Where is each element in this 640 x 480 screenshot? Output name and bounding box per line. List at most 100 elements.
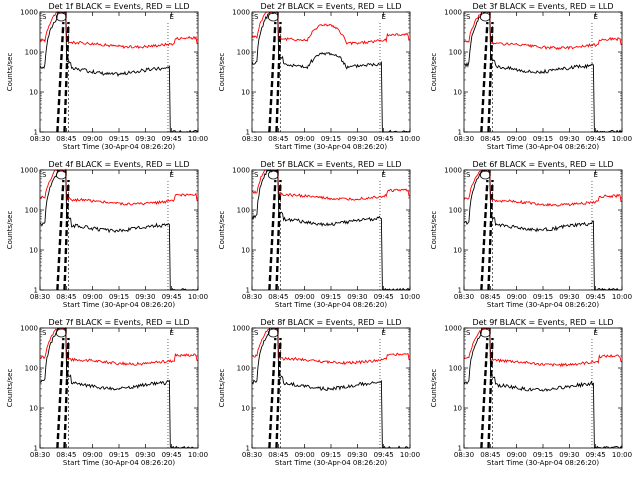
x-tick-label: 08:45 (480, 293, 500, 301)
panel-title: Det 9f BLACK = Events, RED = LLD (472, 318, 613, 327)
x-axis-label: Start Time (30-Apr-04 08:26:20) (63, 143, 175, 151)
start-marker: S (466, 13, 471, 21)
y-tick-label: 10 (241, 247, 250, 255)
x-tick-label: 10:00 (188, 293, 208, 301)
y-tick-label: 10 (453, 89, 462, 97)
interval-marker-line (63, 337, 70, 449)
x-tick-label: 10:00 (188, 135, 208, 143)
x-tick-label: 09:45 (374, 293, 394, 301)
panel-title: Det 7f BLACK = Events, RED = LLD (48, 318, 189, 327)
panel-5: Det 5f BLACK = Events, RED = LLD Counts/s… (218, 160, 420, 309)
x-axis-label: Start Time (30-Apr-04 08:26:20) (63, 459, 175, 467)
panel-title: Det 2f BLACK = Events, RED = LLD (260, 2, 401, 11)
start-marker: S (466, 329, 471, 337)
panel-title: Det 5f BLACK = Events, RED = LLD (260, 160, 401, 169)
y-tick-label: 1 (34, 445, 38, 453)
series-events-line (251, 327, 410, 449)
end-marker: E (382, 171, 386, 179)
end-marker: E (594, 171, 598, 179)
x-tick-label: 09:30 (135, 135, 155, 143)
x-tick-label: 09:00 (507, 135, 527, 143)
saa-marker-icon (479, 328, 491, 338)
x-tick-label: 09:15 (109, 451, 129, 459)
x-axis-label: Start Time (30-Apr-04 08:26:20) (487, 301, 599, 309)
y-tick-label: 100 (25, 49, 38, 57)
y-tick-label: 10 (241, 405, 250, 413)
y-axis-label: Counts/sec (218, 211, 226, 250)
y-tick-label: 1 (246, 287, 250, 295)
x-tick-label: 10:00 (612, 451, 632, 459)
y-tick-label: 10 (29, 405, 38, 413)
y-tick-label: 100 (449, 207, 462, 215)
x-tick-label: 08:45 (480, 451, 500, 459)
end-marker: E (170, 171, 174, 179)
x-tick-label: 09:45 (586, 451, 606, 459)
x-tick-label: 08:45 (56, 293, 76, 301)
plot-frame (39, 327, 199, 449)
x-tick-label: 09:45 (162, 451, 182, 459)
y-tick-label: 1 (34, 129, 38, 137)
y-tick-label: 1 (458, 287, 462, 295)
x-tick-label: 08:30 (454, 135, 474, 143)
y-axis-label: Counts/sec (218, 369, 226, 408)
interval-marker-line (63, 179, 70, 291)
saa-marker-icon (267, 12, 279, 22)
x-axis-label: Start Time (30-Apr-04 08:26:20) (63, 301, 175, 309)
y-tick-label: 1000 (232, 167, 250, 175)
x-tick-label: 09:15 (109, 135, 129, 143)
end-marker: E (594, 13, 598, 21)
x-tick-label: 09:30 (135, 451, 155, 459)
x-tick-label: 09:30 (135, 293, 155, 301)
x-tick-label: 09:00 (295, 293, 315, 301)
start-marker: S (254, 13, 259, 21)
x-tick-label: 09:30 (347, 451, 367, 459)
end-marker: E (382, 329, 386, 337)
panel-title: Det 1f BLACK = Events, RED = LLD (48, 2, 189, 11)
interval-marker-line (268, 21, 277, 133)
x-tick-label: 08:45 (268, 293, 288, 301)
x-tick-label: 09:15 (321, 451, 341, 459)
plot-frame (251, 169, 411, 291)
x-tick-label: 09:45 (162, 293, 182, 301)
x-tick-label: 10:00 (400, 451, 420, 459)
interval-marker-line (275, 179, 282, 291)
interval-marker-line (480, 179, 489, 291)
saa-marker-icon (479, 170, 491, 180)
end-marker: E (382, 13, 386, 21)
y-axis-label: Counts/sec (430, 53, 438, 92)
y-tick-label: 1000 (444, 167, 462, 175)
x-tick-label: 09:15 (321, 135, 341, 143)
y-tick-label: 100 (237, 49, 250, 57)
y-tick-label: 100 (449, 365, 462, 373)
x-tick-label: 10:00 (612, 135, 632, 143)
y-tick-label: 1 (458, 129, 462, 137)
y-tick-label: 1000 (444, 325, 462, 333)
x-tick-label: 09:45 (374, 451, 394, 459)
saa-marker-icon (479, 12, 491, 22)
y-tick-label: 100 (25, 365, 38, 373)
plot-frame (463, 169, 623, 291)
interval-marker-line (56, 337, 65, 449)
panel-9: Det 9f BLACK = Events, RED = LLD Counts/s… (430, 318, 632, 467)
interval-marker-line (487, 179, 494, 291)
interval-marker-line (56, 179, 65, 291)
start-marker: S (254, 171, 259, 179)
x-tick-label: 09:45 (586, 293, 606, 301)
end-marker: E (170, 13, 174, 21)
y-tick-label: 1000 (20, 9, 38, 17)
x-tick-label: 09:45 (162, 135, 182, 143)
x-tick-label: 09:00 (507, 451, 527, 459)
y-axis-label: Counts/sec (6, 369, 14, 408)
x-tick-label: 10:00 (400, 293, 420, 301)
x-tick-label: 08:30 (454, 293, 474, 301)
plot-frame (39, 11, 199, 133)
x-axis-label: Start Time (30-Apr-04 08:26:20) (275, 143, 387, 151)
x-tick-label: 10:00 (612, 293, 632, 301)
interval-marker-line (487, 21, 494, 133)
y-tick-label: 1 (458, 445, 462, 453)
y-tick-label: 1 (34, 287, 38, 295)
panel-6: Det 6f BLACK = Events, RED = LLD Counts/s… (430, 160, 632, 309)
panel-4: Det 4f BLACK = Events, RED = LLD Counts/s… (6, 160, 208, 309)
x-tick-label: 08:45 (268, 135, 288, 143)
